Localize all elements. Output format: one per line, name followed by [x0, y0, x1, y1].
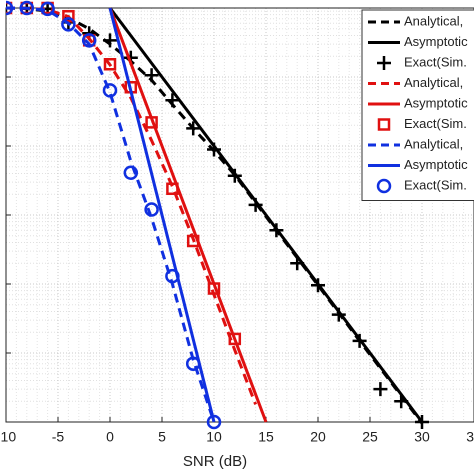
marker-circle: [61, 17, 76, 32]
legend-marker: [377, 118, 391, 131]
marker-plus: [331, 307, 346, 322]
legend-label: Exact(Sim.: [404, 116, 467, 131]
marker-square: [228, 332, 242, 346]
marker-plus: [227, 168, 242, 183]
x-tick-label: -10: [0, 429, 16, 445]
marker-plus: [415, 415, 429, 429]
x-tick-label: 0: [106, 429, 114, 445]
marker-plus: [144, 68, 159, 83]
legend-label: Exact(Sim.: [404, 54, 467, 69]
marker-square: [145, 116, 158, 129]
series-line: [108, 7, 268, 423]
legend-label: Analytical,: [404, 13, 463, 28]
marker-square: [103, 58, 117, 71]
marker-circle: [40, 1, 55, 17]
x-tick-label: 10: [206, 429, 222, 445]
marker-circle: [19, 0, 35, 16]
marker-circle: [185, 356, 201, 371]
legend-marker: [377, 56, 391, 70]
marker-plus: [269, 223, 284, 238]
marker-circle: [123, 165, 139, 180]
marker-circle: [144, 202, 159, 217]
x-tick-label: 30: [414, 429, 430, 445]
marker-square: [207, 282, 221, 295]
marker-plus: [248, 197, 263, 212]
marker-plus: [373, 382, 388, 397]
marker-square: [186, 234, 200, 248]
legend-label: Asymptotic: [404, 95, 468, 110]
series-line: [108, 7, 216, 423]
marker-plus: [352, 333, 367, 348]
legend-label: Analytical,: [404, 136, 463, 151]
legend: Analytical, Asymptotic Exact(Sim. Analytica…: [361, 9, 474, 201]
marker-circle: [165, 268, 180, 284]
legend-label: Asymptotic: [404, 34, 468, 49]
legend-label: Analytical,: [404, 75, 463, 90]
marker-square: [62, 9, 75, 23]
series-layer: [6, 0, 429, 430]
series-line: [108, 7, 424, 423]
marker-plus: [207, 142, 221, 157]
legend-label: Asymptotic: [404, 157, 468, 172]
marker-circle: [81, 33, 97, 48]
marker-circle: [102, 83, 118, 98]
marker-circle: [206, 414, 222, 430]
x-tick-label: 15: [258, 429, 274, 445]
x-tick-label: 25: [362, 429, 378, 445]
marker-plus: [311, 278, 325, 293]
marker-plus: [290, 256, 305, 271]
x-tick-label: 20: [310, 429, 326, 445]
marker-circle: [6, 0, 14, 16]
x-tick-label: -5: [52, 429, 65, 445]
legend-label: Exact(Sim.: [404, 177, 467, 192]
marker-plus: [165, 93, 180, 108]
marker-plus: [103, 33, 117, 48]
x-axis-label: SNR (dB): [183, 453, 247, 470]
x-tick-label: 35: [466, 429, 474, 445]
legend-marker: [376, 178, 392, 194]
marker-plus: [186, 121, 201, 136]
marker-square: [166, 182, 179, 196]
marker-plus: [394, 394, 409, 409]
x-tick-label: 5: [158, 429, 166, 445]
